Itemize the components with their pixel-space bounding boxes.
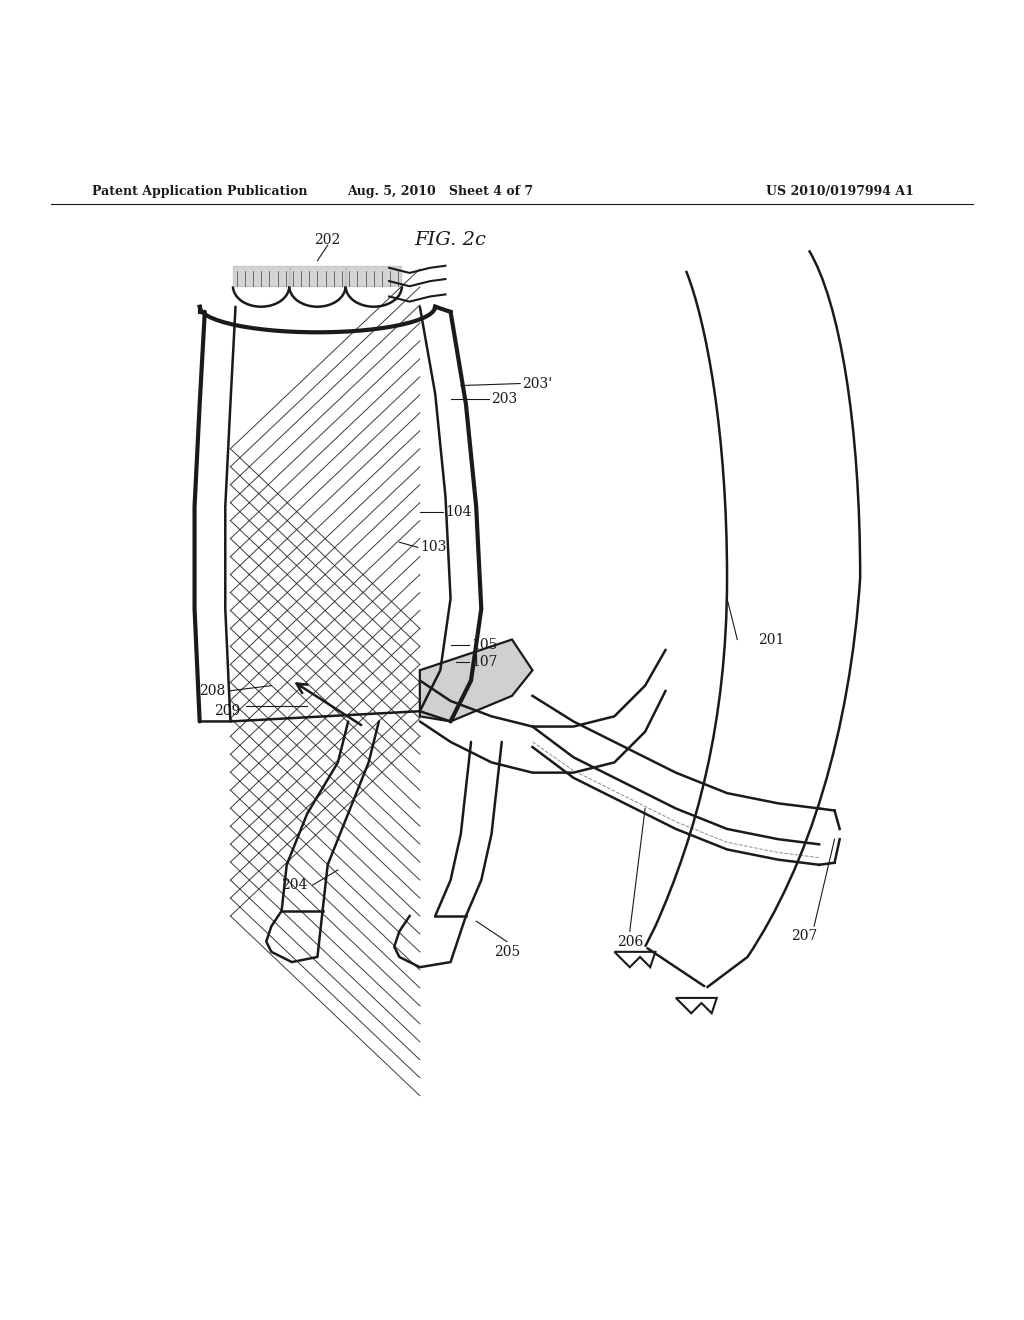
Text: 203': 203' bbox=[522, 376, 552, 391]
Polygon shape bbox=[420, 639, 532, 722]
Text: 203: 203 bbox=[492, 392, 518, 405]
Text: 103: 103 bbox=[420, 540, 446, 554]
Text: 201: 201 bbox=[758, 632, 784, 647]
Text: 207: 207 bbox=[791, 929, 817, 944]
Text: 104: 104 bbox=[445, 504, 472, 519]
Text: 107: 107 bbox=[471, 655, 498, 669]
Text: 209: 209 bbox=[214, 704, 241, 718]
Text: 105: 105 bbox=[471, 638, 498, 652]
Text: Aug. 5, 2010   Sheet 4 of 7: Aug. 5, 2010 Sheet 4 of 7 bbox=[347, 185, 534, 198]
Text: 206: 206 bbox=[616, 935, 643, 949]
Text: 208: 208 bbox=[199, 684, 225, 698]
Text: 202: 202 bbox=[314, 234, 341, 247]
Text: Patent Application Publication: Patent Application Publication bbox=[92, 185, 307, 198]
Text: FIG. 2c: FIG. 2c bbox=[415, 231, 486, 249]
Text: US 2010/0197994 A1: US 2010/0197994 A1 bbox=[766, 185, 913, 198]
Text: 204: 204 bbox=[281, 878, 307, 892]
Text: 205: 205 bbox=[494, 945, 520, 958]
